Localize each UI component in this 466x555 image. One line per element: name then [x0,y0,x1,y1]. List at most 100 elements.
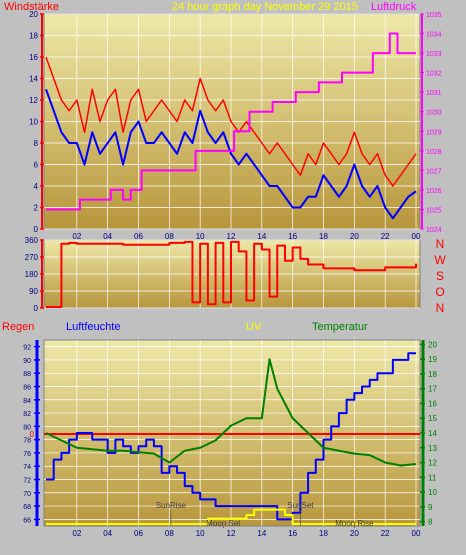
rain-label: Regen [2,321,34,333]
x-tick-label: 10 [196,232,205,241]
y-left-tick-label: 76 [23,451,31,458]
x-tick-label: 18 [319,529,328,538]
y-right-tick-label: 1026 [426,188,442,195]
y-right-tick-label: 1034 [426,32,442,39]
y-right-tick-label: 20 [428,340,437,349]
series-wind_avg [45,88,417,220]
x-tick-label: 08 [165,529,174,538]
x-tick-label: 10 [196,529,205,538]
x-tick-label: 12 [227,529,236,538]
y-left-tick-label: 360 [25,236,39,245]
y-right-tick-label: 1027 [426,168,442,175]
y-right-tick-label: 1029 [426,129,442,136]
y-right-tick-label: 13 [428,444,437,453]
x-tick-label: 00 [412,232,421,241]
x-tick-label: 18 [319,232,328,241]
wind-label: Windstärke [4,1,59,13]
x-tick-label: 20 [350,232,359,241]
y-left-tick-label: 80 [23,424,31,431]
sun-moon-label: Moon Rise [335,519,374,528]
x-tick-label: 16 [288,529,297,538]
y-right-tick-label: 1031 [426,90,442,97]
y-left-tick-label: 14 [29,75,38,84]
y-left-tick-label: 20 [29,10,38,19]
y-left-tick-label: 90 [29,287,38,296]
y-left-tick-label: 180 [25,270,39,279]
series-wind_max [45,56,417,187]
series-direction [46,240,417,309]
x-tick-label: 04 [103,232,112,241]
sun-moon-label: SunSet [287,501,314,510]
y-left-tick-label: 0 [34,304,39,313]
uv-label: UV [246,321,262,333]
y-right-tick-label: 1035 [426,12,442,19]
y-left-tick-label: 0 [34,225,39,234]
y-left-tick-label: 4 [34,182,39,191]
x-tick-label: 08 [165,232,174,241]
y-left-tick-label: 90 [23,358,31,365]
y-left-tick-label: 6 [34,161,39,170]
y-left-tick-label: 18 [29,32,38,41]
series-pressure [46,32,416,211]
x-tick-label: 02 [72,232,81,241]
y-left-tick-label: 78 [23,438,31,445]
x-tick-label: 06 [134,529,143,538]
y-left-tick-label: 74 [23,464,31,471]
sun-moon-label: Moon Set [206,519,241,528]
direction-label: S [436,269,444,283]
x-tick-label: 20 [350,529,359,538]
y-right-tick-label: 15 [428,414,437,423]
y-right-tick-label: 11 [428,473,437,482]
y-left-tick-label: 10 [29,118,38,127]
y-left-tick-label: 70 [23,491,31,498]
y-left-tick-label: 66 [23,517,31,524]
series-temperature [45,358,417,467]
sun-moon-label: SunRise [156,501,187,510]
direction-label: O [435,285,444,299]
y-left-tick-label: 68 [23,504,31,511]
x-tick-label: 16 [288,232,297,241]
temperature-label: Temperatur [312,321,368,333]
x-tick-label: 14 [257,529,266,538]
y-right-tick-label: 12 [428,459,437,468]
y-right-tick-label: 1030 [426,110,442,117]
y-right-tick-label: 1028 [426,149,442,156]
x-tick-label: 04 [103,529,112,538]
y-left-tick-label: 84 [23,398,31,405]
y-left-tick-label: 270 [25,253,39,262]
y-left-tick-label: 8 [34,139,39,148]
y-right-tick-label: 19 [428,355,437,364]
rain-zero-label: 0 [30,430,35,439]
humidity-label: Luftfeuchte [66,321,120,333]
y-right-tick-label: 1024 [426,227,442,234]
x-tick-label: 22 [381,529,390,538]
y-left-tick-label: 16 [29,53,38,62]
y-left-tick-label: 82 [23,411,31,418]
x-tick-label: 12 [227,232,236,241]
y-right-tick-label: 17 [428,385,437,394]
chart-title: 24 hour graph day November 29 2015 [172,1,358,13]
y-right-tick-label: 10 [428,488,437,497]
y-right-tick-label: 8 [428,518,433,527]
direction-label: N [436,237,445,251]
y-right-tick-label: 1032 [426,71,442,78]
y-right-tick-label: 9 [428,503,433,512]
x-tick-label: 06 [134,232,143,241]
humidity-temperature-panel: 66 68 70 72 74 76 78 80 82 84 86 88 90 92 8 9 10 11 12 13 14… [23,339,437,538]
direction-label: N [436,301,445,315]
y-right-tick-label: 1033 [426,51,442,58]
series-uv [46,508,416,525]
y-right-tick-label: 18 [428,370,437,379]
y-left-tick-label: 72 [23,478,31,485]
x-tick-label: 02 [72,529,81,538]
direction-label: W [434,253,446,267]
y-right-tick-label: 1025 [426,207,442,214]
y-left-tick-label: 12 [29,96,38,105]
y-left-tick-label: 92 [23,345,31,352]
y-left-tick-label: 88 [23,371,31,378]
wind-pressure-panel: 0246810121416182010241025102610271028102… [29,10,442,241]
y-left-tick-label: 2 [34,204,39,213]
x-tick-label: 14 [257,232,266,241]
